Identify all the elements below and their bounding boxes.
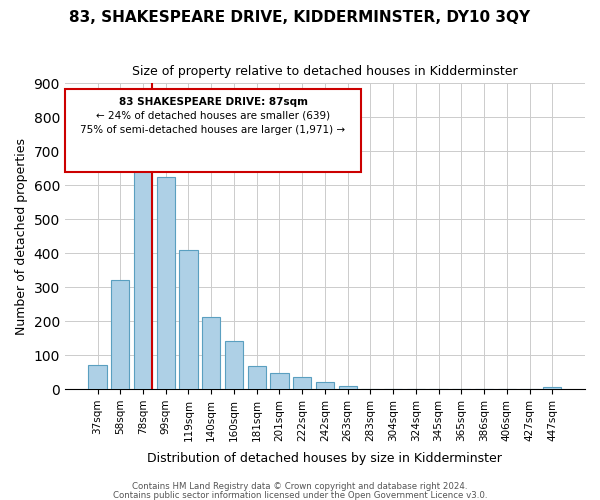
- Bar: [202, 316, 220, 389]
- Bar: [179, 250, 197, 389]
- Bar: [271, 372, 289, 389]
- Text: 83, SHAKESPEARE DRIVE, KIDDERMINSTER, DY10 3QY: 83, SHAKESPEARE DRIVE, KIDDERMINSTER, DY…: [70, 10, 530, 25]
- Bar: [338, 386, 357, 389]
- X-axis label: Distribution of detached houses by size in Kidderminster: Distribution of detached houses by size …: [148, 452, 502, 465]
- Bar: [225, 342, 243, 389]
- Bar: [134, 157, 152, 389]
- Bar: [157, 176, 175, 389]
- Bar: [293, 377, 311, 389]
- Bar: [88, 366, 107, 389]
- Bar: [248, 366, 266, 389]
- Text: 75% of semi-detached houses are larger (1,971) →: 75% of semi-detached houses are larger (…: [80, 124, 346, 134]
- Bar: [543, 388, 562, 389]
- Text: Contains public sector information licensed under the Open Government Licence v3: Contains public sector information licen…: [113, 491, 487, 500]
- Y-axis label: Number of detached properties: Number of detached properties: [15, 138, 28, 334]
- Text: 83 SHAKESPEARE DRIVE: 87sqm: 83 SHAKESPEARE DRIVE: 87sqm: [119, 97, 308, 107]
- Title: Size of property relative to detached houses in Kidderminster: Size of property relative to detached ho…: [132, 65, 518, 78]
- Bar: [111, 280, 130, 389]
- Text: Contains HM Land Registry data © Crown copyright and database right 2024.: Contains HM Land Registry data © Crown c…: [132, 482, 468, 491]
- Text: ← 24% of detached houses are smaller (639): ← 24% of detached houses are smaller (63…: [96, 111, 330, 121]
- Bar: [316, 382, 334, 389]
- FancyBboxPatch shape: [65, 90, 361, 172]
